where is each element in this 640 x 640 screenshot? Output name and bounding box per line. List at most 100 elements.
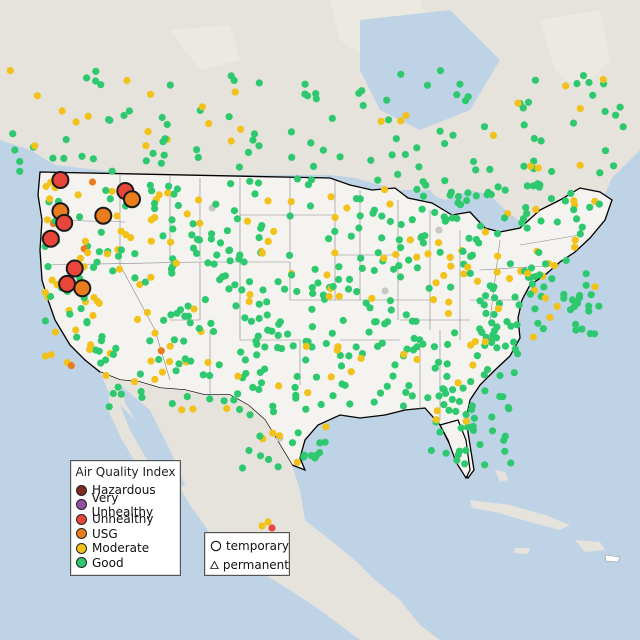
monitor-marker (499, 393, 507, 401)
monitor-marker (237, 125, 245, 133)
monitor-marker (488, 427, 497, 435)
monitor-marker (518, 219, 526, 227)
monitor-marker (435, 239, 443, 247)
monitor-marker (327, 193, 335, 201)
monitor-marker (513, 321, 521, 329)
monitor-marker (440, 271, 448, 280)
monitor-marker (509, 338, 518, 346)
monitor-marker-large (41, 229, 60, 248)
monitor-marker (204, 259, 212, 267)
monitor-marker (612, 111, 620, 119)
monitor-marker (486, 165, 494, 173)
monitor-marker (160, 151, 168, 159)
monitor-marker (448, 214, 457, 222)
monitor-marker (93, 258, 101, 266)
monitor-marker (490, 327, 499, 335)
monitor-marker (432, 279, 440, 287)
monitor-marker (269, 402, 277, 410)
monitor-marker (97, 81, 105, 89)
monitor-marker (456, 80, 464, 88)
monitor-marker (184, 302, 192, 310)
monitor-marker (193, 146, 201, 154)
monitor-marker (601, 107, 609, 116)
monitor-marker (236, 251, 244, 259)
monitor-marker (430, 343, 438, 351)
monitor-marker (31, 142, 39, 150)
site-type-legend: temporary permanent (204, 532, 290, 576)
monitor-marker (493, 230, 502, 238)
monitor-marker (309, 289, 317, 297)
monitor-marker (264, 518, 272, 526)
monitor-marker-large (123, 190, 141, 209)
monitor-marker (443, 372, 451, 380)
monitor-marker (186, 319, 194, 327)
monitor-marker (89, 155, 97, 163)
monitor-marker (448, 395, 456, 404)
monitor-marker (505, 405, 513, 413)
monitor-marker (245, 278, 254, 286)
monitor-marker (573, 215, 581, 223)
monitor-marker (189, 220, 197, 228)
monitor-marker (435, 392, 443, 400)
state-border (170, 262, 201, 321)
monitor-marker (41, 288, 49, 296)
monitor-marker (576, 230, 584, 238)
monitor-marker (103, 250, 111, 258)
monitor-marker (463, 196, 471, 205)
monitor-marker (237, 348, 245, 356)
monitor-marker (146, 337, 154, 345)
monitor-marker (307, 139, 315, 147)
monitor-marker (102, 186, 110, 194)
monitor-marker (432, 416, 440, 424)
monitor-marker (183, 393, 191, 401)
monitor-marker (246, 177, 254, 185)
monitor-marker (233, 215, 241, 223)
monitor-marker (493, 344, 501, 352)
monitor-marker (215, 361, 223, 369)
monitor-marker (151, 375, 159, 383)
monitor-marker (143, 308, 151, 317)
monitor-marker (534, 164, 542, 172)
monitor-marker (11, 146, 19, 154)
monitor-marker (435, 226, 443, 234)
monitor-marker (415, 163, 423, 171)
monitor-marker (336, 153, 344, 161)
monitor-marker (535, 248, 543, 257)
monitor-marker (308, 284, 316, 292)
monitor-marker (184, 312, 192, 320)
monitor-marker (496, 372, 504, 380)
monitor-marker (462, 417, 470, 425)
monitor-marker-large (94, 206, 113, 225)
monitor-marker (433, 407, 441, 415)
monitor-marker (403, 345, 411, 353)
monitor-marker (455, 397, 463, 406)
monitor-marker (168, 400, 176, 408)
monitor-marker (308, 343, 316, 351)
monitor-marker (193, 249, 201, 257)
monitor-marker (131, 274, 139, 282)
monitor-marker (388, 151, 396, 159)
monitor-marker (381, 186, 389, 194)
monitor-marker (459, 384, 467, 392)
aqi-legend-item: Very Unhealthy (71, 491, 180, 519)
monitor-marker (113, 212, 121, 220)
monitor-marker (445, 298, 453, 306)
monitor-marker (406, 236, 414, 244)
monitor-marker (476, 441, 484, 449)
monitor-marker (137, 387, 145, 396)
monitor-marker (370, 206, 378, 214)
monitor-marker (241, 356, 249, 364)
monitor-marker (125, 107, 133, 115)
monitor-marker (422, 181, 430, 189)
monitor-marker (147, 90, 155, 98)
monitor-marker (367, 156, 375, 164)
monitor-marker (175, 360, 183, 368)
monitor-marker (489, 131, 497, 139)
monitor-marker (270, 227, 278, 235)
monitor-marker (419, 192, 428, 200)
monitor-marker (454, 451, 462, 459)
monitor-marker (423, 81, 432, 89)
monitor-marker (170, 190, 178, 198)
monitor-marker (181, 355, 189, 363)
monitor-marker (570, 206, 578, 214)
